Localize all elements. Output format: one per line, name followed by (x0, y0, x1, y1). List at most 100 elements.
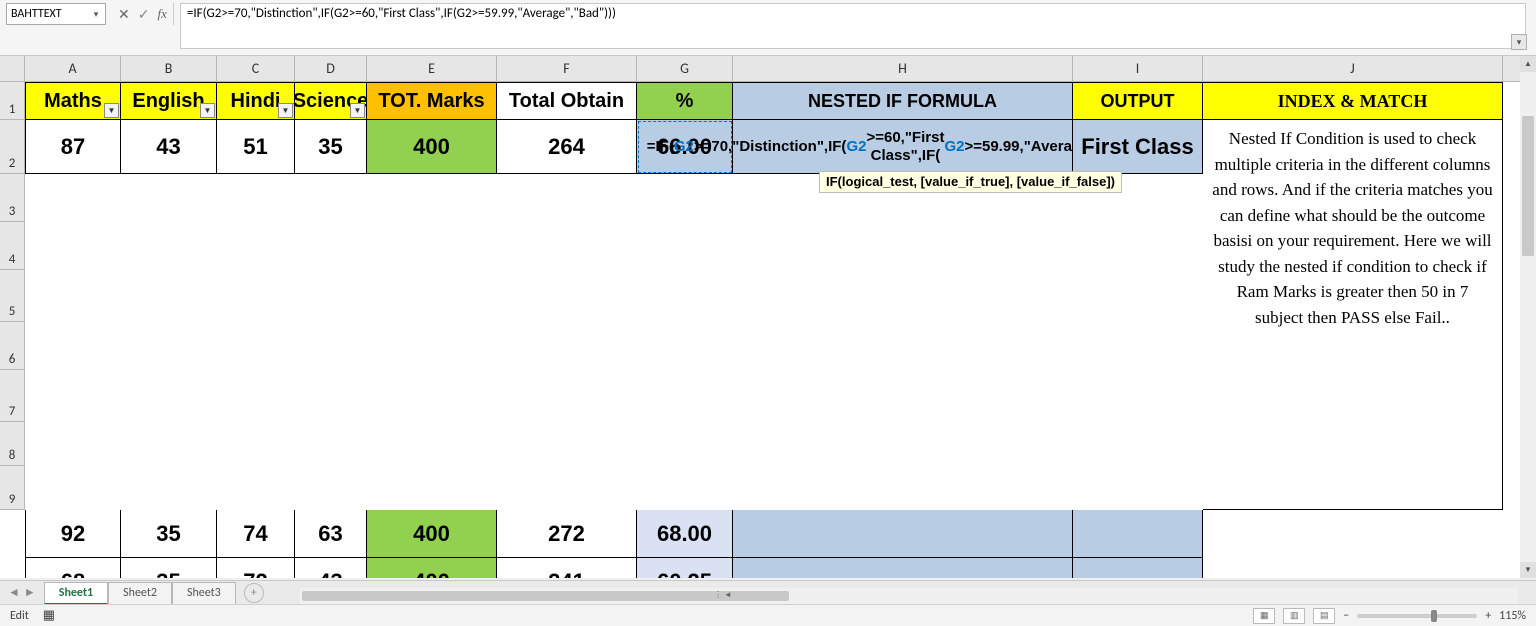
sheet-tabs: Sheet1Sheet2Sheet3 (44, 581, 236, 604)
filter-dropdown-C[interactable]: ▼ (278, 103, 293, 118)
header-cell-H[interactable]: NESTED IF FORMULA (733, 82, 1073, 120)
select-all-corner[interactable] (0, 56, 25, 82)
header-cell-E[interactable]: TOT. Marks (367, 82, 497, 120)
cell-D4[interactable]: 43 (295, 558, 367, 578)
cell-C4[interactable]: 72 (217, 558, 295, 578)
header-cell-A[interactable]: Maths▼ (25, 82, 121, 120)
cell-I4[interactable] (1073, 558, 1203, 578)
row-header-2[interactable]: 2 (0, 120, 25, 174)
name-box-dropdown-icon[interactable]: ▾ (89, 7, 103, 21)
sheet-tab-sheet3[interactable]: Sheet3 (172, 582, 236, 605)
tab-next-icon[interactable]: ► (24, 585, 36, 600)
formula-input-text: =IF(G2>=70,"Distinction",IF(G2>=60,"Firs… (187, 6, 616, 21)
cancel-icon[interactable]: ✕ (118, 6, 130, 23)
row-header-5[interactable]: 5 (0, 270, 25, 322)
macro-record-icon[interactable]: ▦ (43, 608, 55, 623)
header-cell-B[interactable]: English▼ (121, 82, 217, 120)
fx-icon[interactable]: fx (157, 6, 166, 22)
cell-C2[interactable]: 51 (217, 120, 295, 174)
zoom-knob[interactable] (1431, 610, 1437, 622)
cell-H4[interactable] (733, 558, 1073, 578)
formula-expand-icon[interactable]: ▾ (1511, 34, 1527, 50)
column-header-C[interactable]: C (217, 56, 295, 82)
cell-B3[interactable]: 35 (121, 510, 217, 558)
cell-G4[interactable]: 60.25 (637, 558, 733, 578)
row-header-3[interactable]: 3 (0, 174, 25, 222)
column-header-H[interactable]: H (733, 56, 1073, 82)
sheet-tab-bar: ◄ ► Sheet1Sheet2Sheet3 + ⋮ ◄ (0, 580, 1536, 604)
cell-H2[interactable]: =IF(G2>=70,"Distinction",IF(G2>=60,"Firs… (733, 120, 1073, 174)
cell-D2[interactable]: 35 (295, 120, 367, 174)
sheet-tab-sheet2[interactable]: Sheet2 (108, 582, 172, 605)
filter-dropdown-B[interactable]: ▼ (200, 103, 215, 118)
tab-nav: ◄ ► (0, 585, 44, 600)
header-cell-I[interactable]: OUTPUT (1073, 82, 1203, 120)
formula-input[interactable]: =IF(G2>=70,"Distinction",IF(G2>=60,"Firs… (180, 3, 1526, 49)
cell-A4[interactable]: 68 (25, 558, 121, 578)
cell-H3[interactable] (733, 510, 1073, 558)
row-header-6[interactable]: 6 (0, 322, 25, 370)
column-header-I[interactable]: I (1073, 56, 1203, 82)
accept-icon[interactable]: ✓ (138, 6, 150, 23)
column-header-D[interactable]: D (295, 56, 367, 82)
row-header-8[interactable]: 8 (0, 422, 25, 466)
hscroll-split-icon: ⋮ ◄ (714, 590, 732, 600)
row-header-4[interactable]: 4 (0, 222, 25, 270)
zoom-in-button[interactable]: + (1485, 609, 1491, 623)
row-header-7[interactable]: 7 (0, 370, 25, 422)
header-cell-F[interactable]: Total Obtain (497, 82, 637, 120)
cell-J2[interactable]: Nested If Condition is used to check mul… (1203, 120, 1503, 510)
filter-dropdown-D[interactable]: ▼ (350, 103, 365, 118)
formula-bar: BAHTTEXT ▾ ✕ ✓ fx =IF(G2>=70,"Distinctio… (0, 0, 1536, 56)
tab-prev-icon[interactable]: ◄ (8, 585, 20, 600)
header-cell-C[interactable]: Hindi▼ (217, 82, 295, 120)
cell-E2[interactable]: 400 (367, 120, 497, 174)
cell-E4[interactable]: 400 (367, 558, 497, 578)
status-bar: Edit ▦ ▦ ▥ ▤ − + 115% (0, 604, 1536, 626)
row-header-9[interactable]: 9 (0, 466, 25, 510)
cell-E3[interactable]: 400 (367, 510, 497, 558)
cell-G3[interactable]: 68.00 (637, 510, 733, 558)
horizontal-scrollbar[interactable]: ⋮ ◄ (300, 588, 1518, 604)
view-page-layout-button[interactable]: ▥ (1283, 608, 1305, 624)
column-header-B[interactable]: B (121, 56, 217, 82)
row-header-1[interactable]: 1 (0, 82, 25, 120)
cell-D3[interactable]: 63 (295, 510, 367, 558)
cell-B2[interactable]: 43 (121, 120, 217, 174)
row-headers: 123456789 (0, 82, 25, 510)
scroll-up-icon[interactable]: ▲ (1520, 56, 1536, 72)
view-page-break-button[interactable]: ▤ (1313, 608, 1335, 624)
add-sheet-button[interactable]: + (244, 583, 264, 603)
status-mode: Edit (10, 609, 29, 623)
function-tooltip: IF(logical_test, [value_if_true], [value… (819, 171, 1122, 193)
cell-A3[interactable]: 92 (25, 510, 121, 558)
column-header-E[interactable]: E (367, 56, 497, 82)
filter-dropdown-A[interactable]: ▼ (104, 103, 119, 118)
vertical-scrollbar[interactable]: ▲ ▼ (1520, 56, 1536, 578)
zoom-label[interactable]: 115% (1499, 609, 1526, 623)
cell-C3[interactable]: 74 (217, 510, 295, 558)
sheet-tab-sheet1[interactable]: Sheet1 (44, 582, 108, 605)
name-box[interactable]: BAHTTEXT ▾ (6, 3, 106, 25)
cell-F3[interactable]: 272 (497, 510, 637, 558)
cell-I2[interactable]: First Class (1073, 120, 1203, 174)
scroll-thumb[interactable] (1522, 116, 1534, 256)
cell-F2[interactable]: 264 (497, 120, 637, 174)
view-normal-button[interactable]: ▦ (1253, 608, 1275, 624)
scroll-down-icon[interactable]: ▼ (1520, 562, 1536, 578)
column-header-A[interactable]: A (25, 56, 121, 82)
cell-F4[interactable]: 241 (497, 558, 637, 578)
spreadsheet-grid: ABCDEFGHIJ 123456789 Maths▼English▼Hindi… (0, 56, 1536, 578)
zoom-out-button[interactable]: − (1343, 609, 1349, 623)
column-header-J[interactable]: J (1203, 56, 1503, 82)
column-header-G[interactable]: G (637, 56, 733, 82)
cell-B4[interactable]: 35 (121, 558, 217, 578)
zoom-slider[interactable] (1357, 614, 1477, 618)
cell-I3[interactable] (1073, 510, 1203, 558)
cell-A2[interactable]: 87 (25, 120, 121, 174)
column-header-F[interactable]: F (497, 56, 637, 82)
header-cell-D[interactable]: Science▼ (295, 82, 367, 120)
name-box-value: BAHTTEXT (11, 7, 62, 21)
header-cell-J[interactable]: INDEX & MATCH (1203, 82, 1503, 120)
header-cell-G[interactable]: % (637, 82, 733, 120)
